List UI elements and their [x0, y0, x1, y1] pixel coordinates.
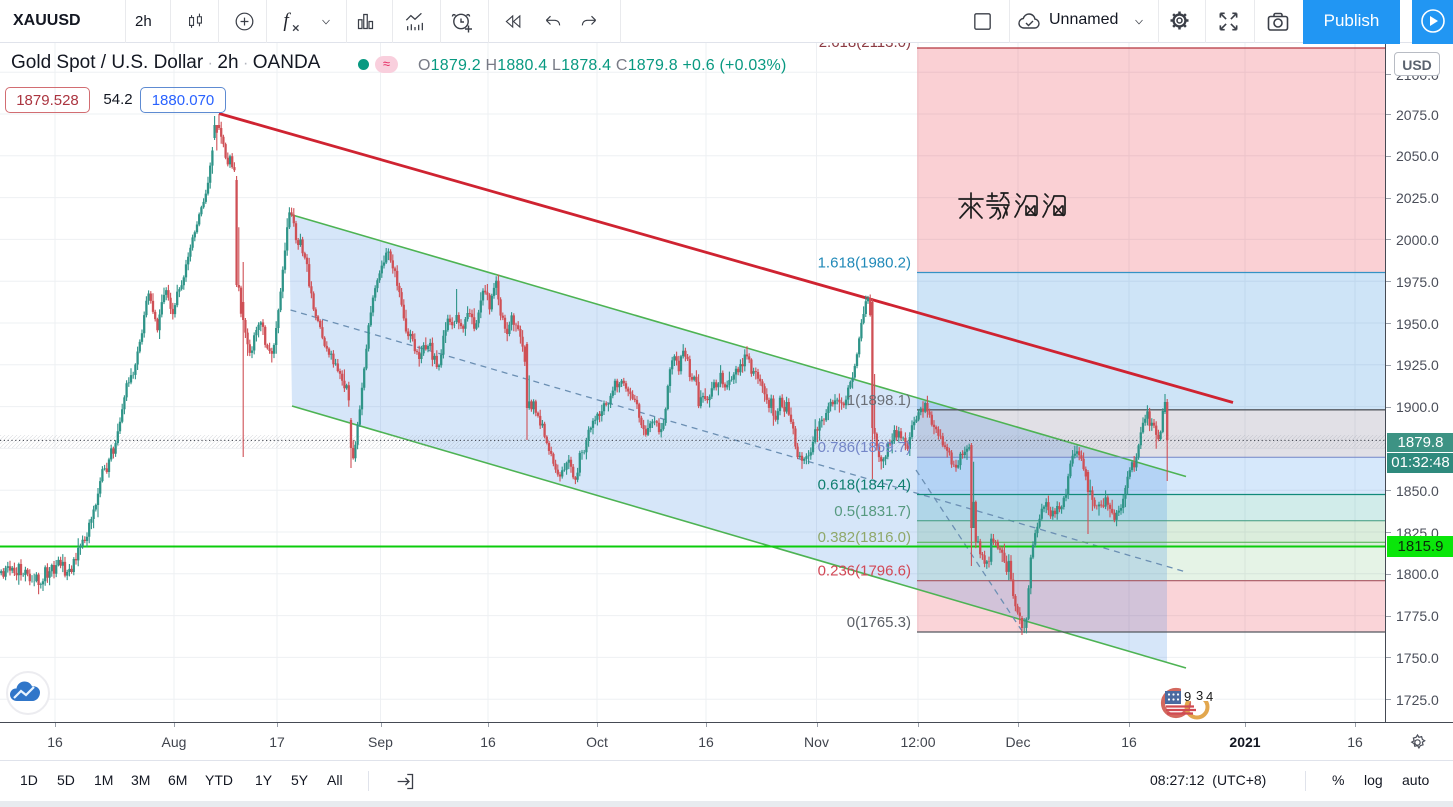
svg-text:0(1765.3): 0(1765.3): [847, 614, 911, 631]
svg-text:3: 3: [1196, 688, 1203, 703]
svg-text:0.786(1869.7): 0.786(1869.7): [818, 439, 911, 456]
svg-text:0.5(1831.7): 0.5(1831.7): [834, 503, 911, 520]
svg-text:0.382(1816.0): 0.382(1816.0): [818, 529, 911, 546]
svg-text:0.236(1796.6): 0.236(1796.6): [818, 563, 911, 580]
svg-text:1(1898.1): 1(1898.1): [847, 392, 911, 409]
svg-text:1.618(1980.2): 1.618(1980.2): [818, 255, 911, 272]
svg-text:2.618(2113.0): 2.618(2113.0): [819, 43, 911, 51]
svg-text:9: 9: [1184, 689, 1191, 704]
svg-text:0.618(1847.4): 0.618(1847.4): [818, 477, 911, 494]
svg-text:4: 4: [1206, 689, 1213, 704]
svg-text:f: f: [283, 10, 291, 31]
